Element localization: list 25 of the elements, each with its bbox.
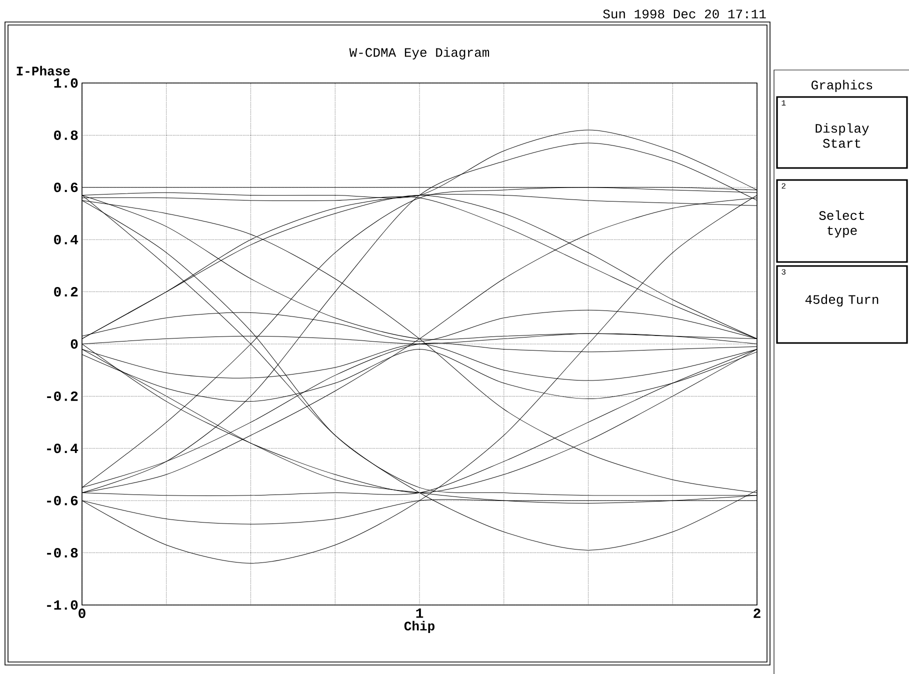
x-tick-label: 1 [416, 608, 424, 618]
text: Display Start [816, 123, 869, 148]
text: 2 [782, 183, 786, 189]
y-tick-label: -0.8 [47, 548, 78, 558]
y-axis-title: I-Phase [16, 66, 70, 76]
text: Sun 1998 Dec 20 17:11 [603, 10, 766, 18]
y-tick-label: -0.2 [47, 391, 78, 401]
y-tick-label: 0.4 [54, 234, 78, 244]
chart-title: W-CDMA Eye Diagram [349, 47, 490, 60]
y-tick-label: 0.6 [54, 182, 78, 192]
y-tick-label: 0 [70, 339, 78, 349]
text: 45deg Turn [805, 294, 878, 307]
text: Select type [819, 210, 864, 238]
y-tick-label: -1.0 [47, 600, 78, 610]
text: Graphics [812, 80, 872, 92]
x-axis-title: Chip [404, 620, 434, 634]
y-tick-label: -0.6 [47, 496, 78, 506]
text: 1 [782, 100, 786, 106]
text: 3 [782, 269, 786, 275]
y-tick-label: 1.0 [54, 78, 78, 88]
y-tick-label: -0.4 [47, 444, 78, 454]
y-tick-label: 0.2 [54, 287, 78, 297]
y-tick-label: 0.8 [54, 130, 78, 140]
x-tick-label: 0 [78, 608, 86, 618]
x-tick-label: 2 [754, 608, 760, 618]
